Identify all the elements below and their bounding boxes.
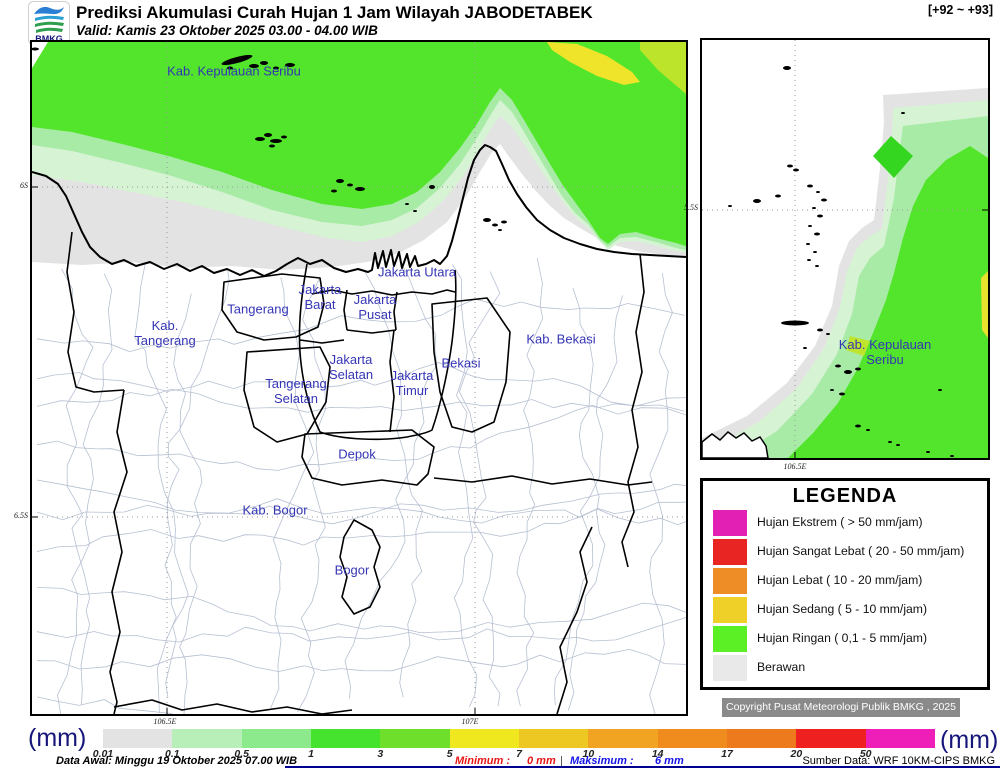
legend-item: Berawan bbox=[703, 654, 987, 682]
colorbar-tick-label: 7 bbox=[516, 748, 522, 760]
main-map-canvas bbox=[32, 42, 686, 714]
legend-color-swatch bbox=[713, 597, 747, 623]
legend-item-label: Hujan Lebat ( 10 - 20 mm/jam) bbox=[757, 573, 923, 587]
colorbar-tick-label: 0.01 bbox=[92, 748, 114, 760]
legend-item: Hujan Ringan ( 0,1 - 5 mm/jam) bbox=[703, 625, 987, 653]
colorbar-unit-right: (mm) bbox=[940, 726, 999, 754]
colorbar-unit-left: (mm) bbox=[28, 724, 87, 752]
legend-item-label: Hujan Ekstrem ( > 50 mm/jam) bbox=[757, 515, 923, 529]
colorbar-tick-label: 50 bbox=[859, 748, 872, 760]
bottom-rule bbox=[285, 766, 1000, 768]
colorbar-segment bbox=[796, 729, 866, 748]
colorbar bbox=[103, 729, 935, 748]
maksimum-value: 6 mm bbox=[655, 755, 684, 767]
colorbar-tick-label: 20 bbox=[790, 748, 803, 760]
legend-rows: Hujan Ekstrem ( > 50 mm/jam) Hujan Sangat… bbox=[703, 509, 987, 682]
legend-item-label: Hujan Ringan ( 0,1 - 5 mm/jam) bbox=[757, 631, 928, 645]
legend-item: Hujan Ekstrem ( > 50 mm/jam) bbox=[703, 509, 987, 537]
legend-color-swatch bbox=[713, 510, 747, 536]
inset-map-canvas bbox=[702, 40, 988, 458]
data-awal-text: Data Awal: Minggu 19 Oktober 2025 07.00 … bbox=[56, 755, 298, 767]
legend-item: Hujan Lebat ( 10 - 20 mm/jam) bbox=[703, 567, 987, 595]
colorbar-segment bbox=[657, 729, 727, 748]
axis-tick-label: 106.5E bbox=[783, 462, 807, 471]
legend-color-swatch bbox=[713, 568, 747, 594]
copyright-bar: Copyright Pusat Meteorologi Publik BMKG … bbox=[722, 698, 960, 717]
legend-color-swatch bbox=[713, 655, 747, 681]
sumber-data-text: Sumber Data: WRF 10KM-CIPS BMKG bbox=[802, 755, 995, 767]
axis-tick-label: 107E bbox=[461, 717, 479, 726]
bmkg-logo-icon: BMKG bbox=[28, 1, 70, 45]
inset-map-kepulauan-seribu: Kab. Kepulauan Seribu bbox=[700, 38, 990, 460]
axis-tick-label: 5.5S bbox=[684, 203, 698, 212]
colorbar-segment bbox=[380, 729, 450, 748]
maksimum-label: Maksimum : bbox=[570, 755, 634, 767]
minimum-label: Minimum : bbox=[455, 755, 510, 767]
legend-box: LEGENDA Hujan Ekstrem ( > 50 mm/jam) Huja… bbox=[700, 478, 990, 690]
forecast-hour-range: [+92 ~ +93] bbox=[928, 3, 993, 17]
legend-item-label: Berawan bbox=[757, 660, 806, 674]
colorbar-segment bbox=[588, 729, 658, 748]
colorbar-tick-label: 14 bbox=[651, 748, 664, 760]
svg-text:BMKG: BMKG bbox=[35, 34, 63, 44]
colorbar-segment bbox=[310, 729, 381, 748]
colorbar-tick-label: 17 bbox=[721, 748, 733, 760]
legend-item-label: Hujan Sangat Lebat ( 20 - 50 mm/jam) bbox=[757, 544, 965, 558]
axis-tick-label: 6.5S bbox=[14, 511, 28, 520]
legend-color-swatch bbox=[713, 626, 747, 652]
min-max-separator: | bbox=[560, 755, 563, 767]
page-title: Prediksi Akumulasi Curah Hujan 1 Jam Wil… bbox=[76, 3, 593, 22]
colorbar-segment bbox=[241, 729, 311, 748]
colorbar-tick-label: 10 bbox=[582, 748, 595, 760]
minimum-value: 0 mm bbox=[527, 755, 556, 767]
colorbar-segment bbox=[172, 729, 242, 748]
colorbar-segment bbox=[449, 729, 519, 748]
legend-item-label: Hujan Sedang ( 5 - 10 mm/jam) bbox=[757, 602, 928, 616]
axis-tick-label: 106.5E bbox=[153, 717, 177, 726]
colorbar-segment bbox=[726, 729, 797, 748]
colorbar-tick-label: 1 bbox=[308, 748, 314, 760]
legend-item: Hujan Sedang ( 5 - 10 mm/jam) bbox=[703, 596, 987, 624]
colorbar-segment bbox=[518, 729, 589, 748]
colorbar-tick-label: 5 bbox=[446, 748, 453, 760]
colorbar-tick-label: 0.5 bbox=[234, 748, 249, 760]
legend-item: Hujan Sangat Lebat ( 20 - 50 mm/jam) bbox=[703, 538, 987, 566]
colorbar-tick-label: 0.1 bbox=[165, 748, 180, 760]
axis-tick-label: 6S bbox=[20, 181, 28, 190]
legend-color-swatch bbox=[713, 539, 747, 565]
colorbar-segment bbox=[103, 729, 173, 748]
colorbar-tick-label: 3 bbox=[377, 748, 384, 760]
main-map: Kab. Kepulauan Seribu Jakarta Utara Jakart… bbox=[30, 40, 688, 716]
colorbar-segment bbox=[865, 729, 935, 748]
legend-title: LEGENDA bbox=[792, 485, 898, 507]
valid-time-subtitle: Valid: Kamis 23 Oktober 2025 03.00 - 04.… bbox=[76, 23, 378, 38]
